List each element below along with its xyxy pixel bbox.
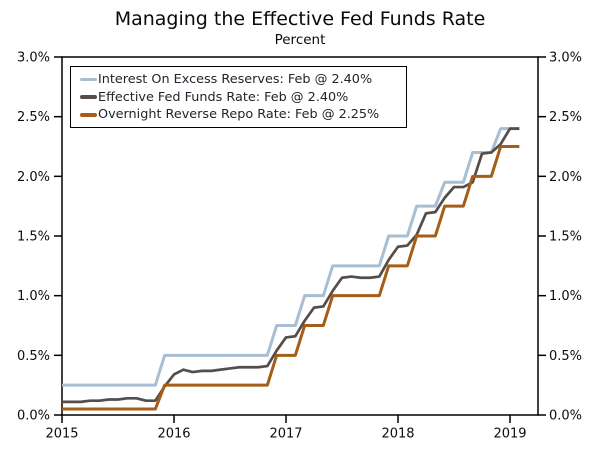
y-axis-tick-label-right: 1.0% (549, 289, 582, 304)
y-axis-tick-label-right: 2.5% (549, 110, 582, 125)
series-line-interest-on-excess-reserves (62, 127, 520, 387)
legend-item-ioer: Interest On Excess Reserves: Feb @ 2.40% (80, 72, 402, 87)
chart-title: Managing the Effective Fed Funds Rate (114, 8, 486, 30)
y-axis-tick-label-right: 2.0% (549, 170, 582, 185)
x-axis-tick-label: 2016 (157, 427, 190, 442)
x-axis-tick-label: 2018 (381, 427, 414, 442)
y-axis-tick-label-left: 2.5% (17, 110, 50, 125)
x-axis-tick-label: 2015 (45, 427, 78, 442)
y-axis-tick-label-left: 3.0% (17, 51, 50, 66)
y-axis-tick-label-right: 1.5% (549, 230, 582, 245)
effr-line-swatch-icon (80, 95, 97, 99)
y-axis-tick-label-left: 1.5% (17, 230, 50, 245)
y-axis-tick-label-right: 0.0% (549, 409, 582, 424)
chart-subtitle: Percent (274, 32, 326, 48)
x-axis-tick-label: 2019 (493, 427, 526, 442)
rrp-line-swatch-icon (80, 113, 97, 117)
legend-label-effr: Effective Fed Funds Rate: Feb @ 2.40% (98, 89, 349, 105)
series-line-overnight-reverse-repo-rate (62, 145, 520, 411)
y-axis-tick-label-right: 3.0% (549, 51, 582, 66)
legend-label-rrp: Overnight Reverse Repo Rate: Feb @ 2.25% (98, 107, 380, 123)
legend-item-effr: Effective Fed Funds Rate: Feb @ 2.40% (80, 90, 402, 105)
y-axis-tick-label-left: 1.0% (17, 289, 50, 304)
legend: Interest On Excess Reserves: Feb @ 2.40%… (70, 66, 407, 128)
y-axis-tick-label-left: 0.5% (17, 349, 50, 364)
series-line-effective-fed-funds-rate (62, 127, 520, 404)
x-axis-tick-label: 2017 (269, 427, 302, 442)
y-axis-tick-label-left: 0.0% (17, 409, 50, 424)
legend-item-rrp: Overnight Reverse Repo Rate: Feb @ 2.25% (80, 107, 402, 122)
y-axis-tick-label-right: 0.5% (549, 349, 582, 364)
legend-label-ioer: Interest On Excess Reserves: Feb @ 2.40% (98, 71, 373, 87)
y-axis-tick-label-left: 2.0% (17, 170, 50, 185)
ioer-line-swatch-icon (80, 77, 97, 81)
